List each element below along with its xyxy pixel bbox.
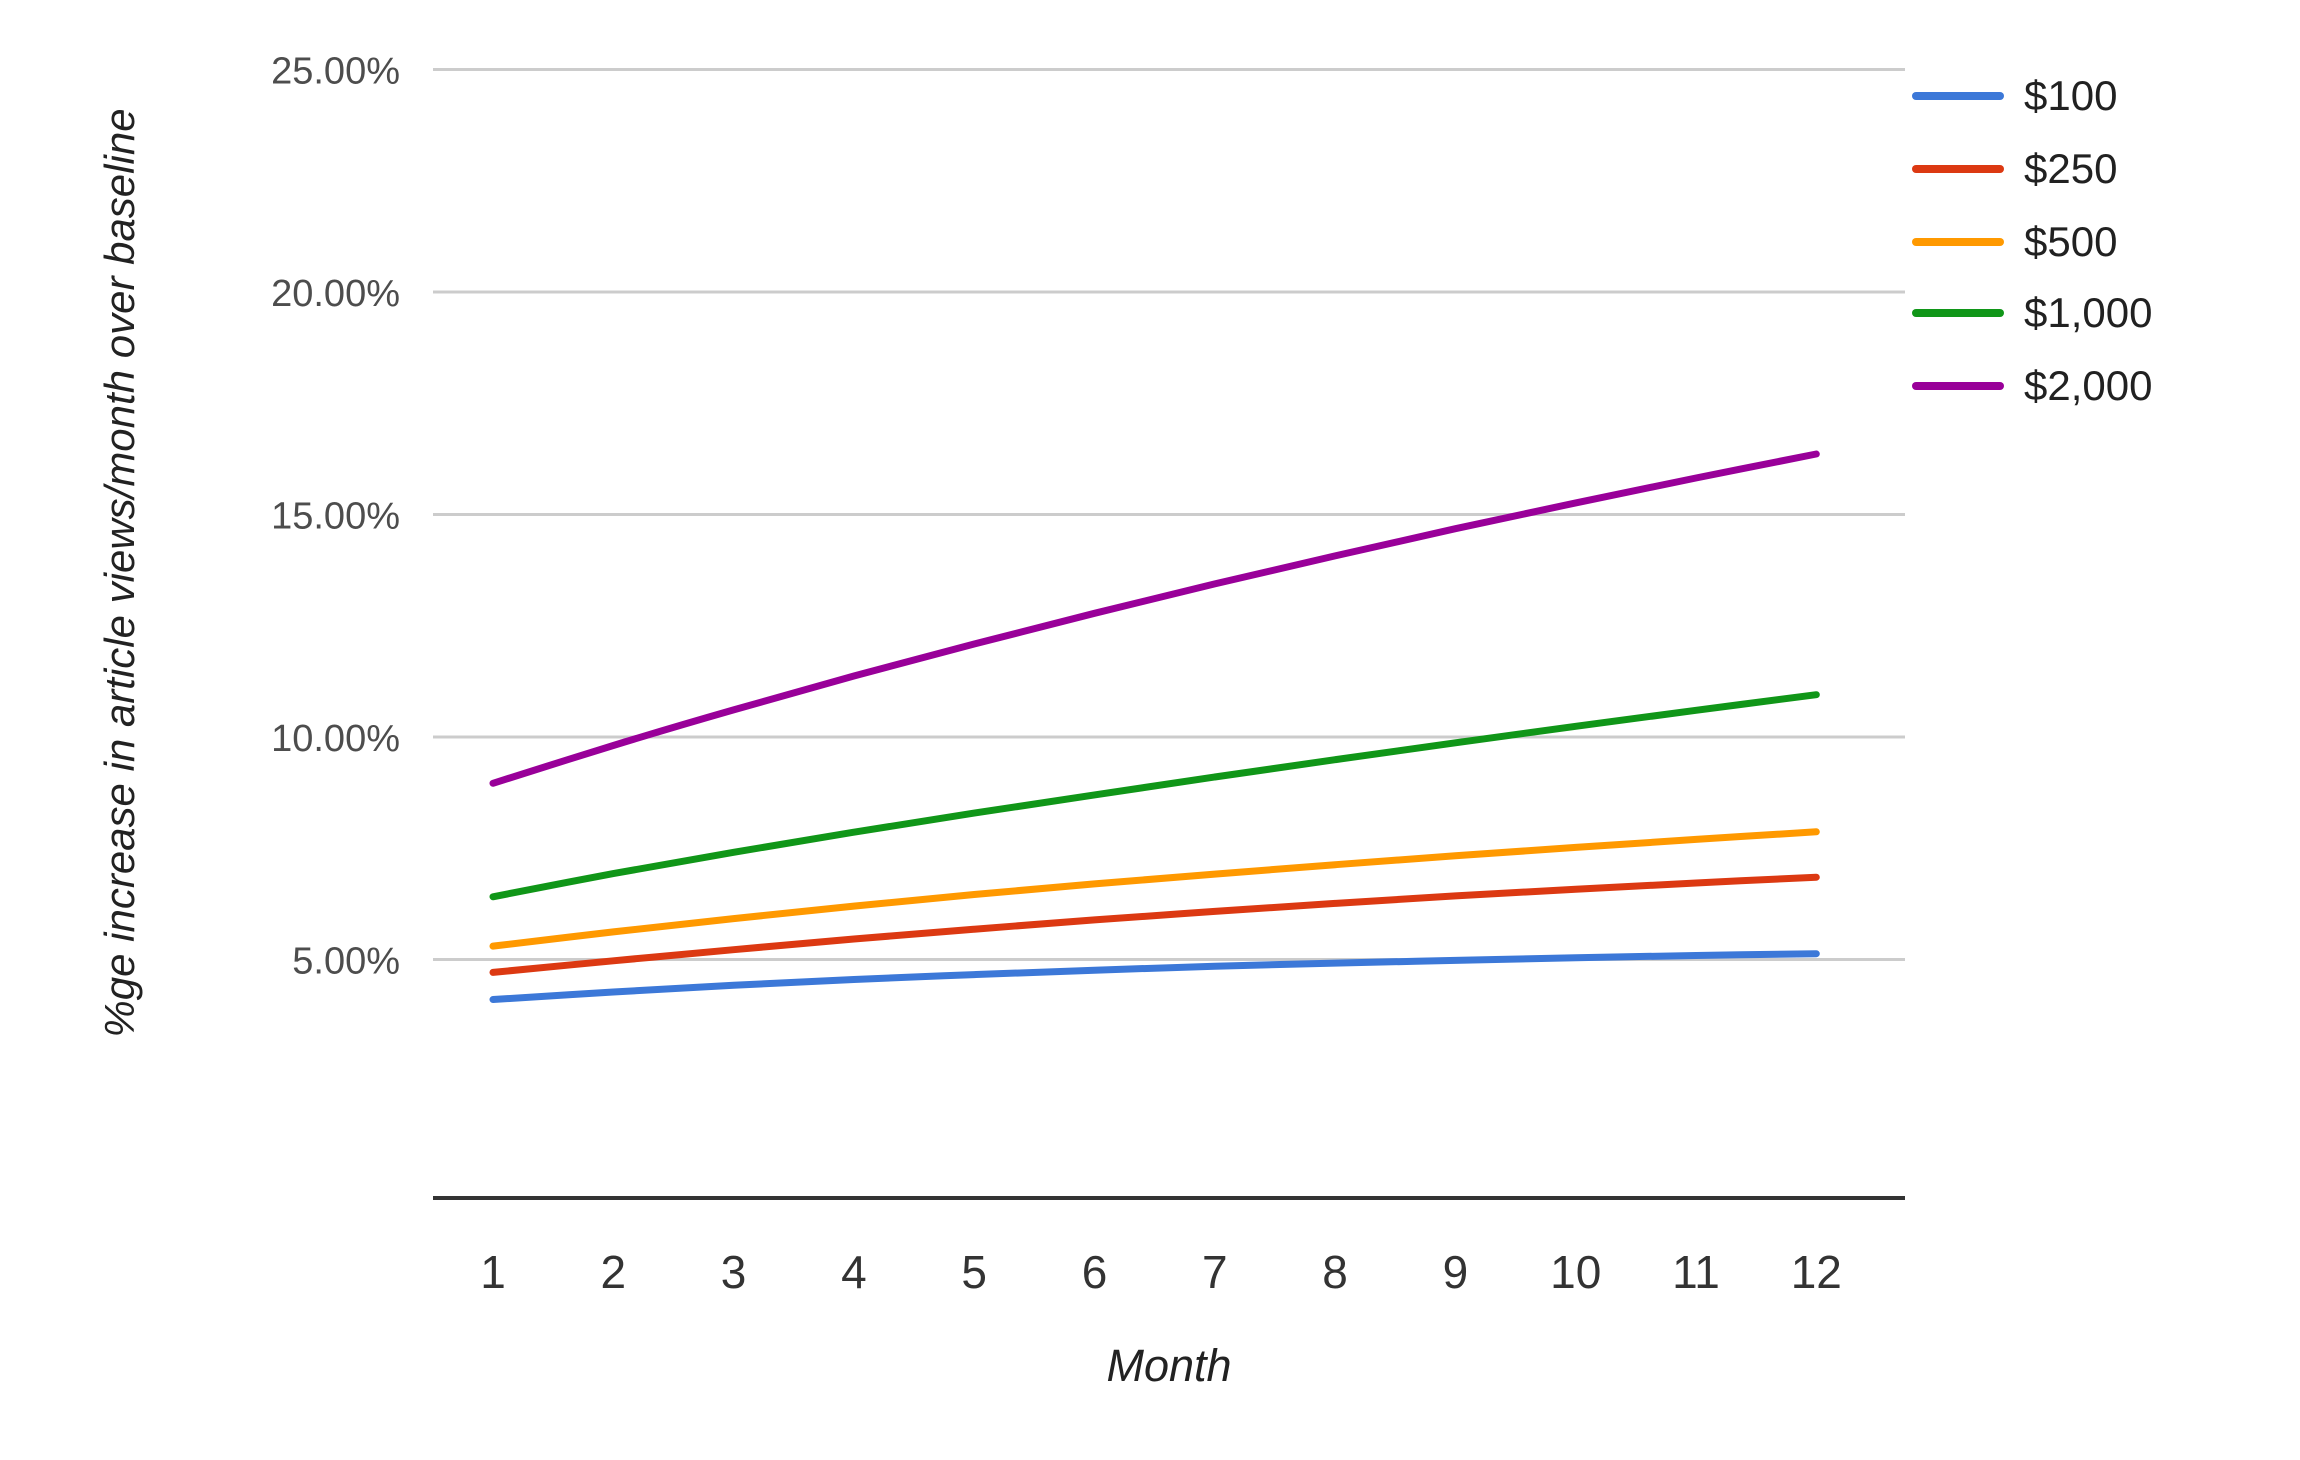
legend-label: $100 bbox=[2024, 72, 2118, 119]
x-tick-label: 8 bbox=[1322, 1246, 1348, 1298]
legend-swatch bbox=[1912, 238, 2004, 246]
legend-swatch bbox=[1912, 165, 2004, 173]
x-tick-label: 1 bbox=[480, 1246, 506, 1298]
y-tick-label: 20.00% bbox=[271, 273, 400, 315]
y-tick-label: 25.00% bbox=[271, 51, 400, 93]
legend-item-100: $100 bbox=[1912, 72, 2118, 119]
series-line-2000 bbox=[489, 450, 1820, 787]
y-axis-title: %ge increase in article views/month over… bbox=[96, 108, 143, 1038]
legend-swatch bbox=[1912, 382, 2004, 390]
x-tick-label: 11 bbox=[1672, 1246, 1720, 1298]
x-tick-label: 5 bbox=[961, 1246, 987, 1298]
legend-label: $500 bbox=[2024, 218, 2118, 265]
y-tick-label: 10.00% bbox=[271, 718, 400, 760]
x-tick-label: 12 bbox=[1791, 1246, 1842, 1298]
x-tick-label: 10 bbox=[1550, 1246, 1601, 1298]
x-tick-label: 3 bbox=[721, 1246, 747, 1298]
x-axis-title: Month bbox=[1106, 1340, 1232, 1391]
x-tick-label: 4 bbox=[841, 1246, 867, 1298]
legend-label: $1,000 bbox=[2024, 289, 2153, 336]
x-tick-label: 2 bbox=[601, 1246, 627, 1298]
series-line-1000 bbox=[489, 691, 1820, 901]
y-tick-label: 5.00% bbox=[292, 941, 400, 983]
legend-label: $250 bbox=[2024, 145, 2118, 192]
legend-item-1000: $1,000 bbox=[1912, 289, 2153, 336]
legend-swatch bbox=[1912, 92, 2004, 100]
x-tick-label: 9 bbox=[1443, 1246, 1469, 1298]
legend-item-250: $250 bbox=[1912, 145, 2118, 192]
y-tick-label: 15.00% bbox=[271, 496, 400, 538]
legend-swatch bbox=[1912, 309, 2004, 317]
series-line-100 bbox=[489, 950, 1820, 1004]
series-line-500 bbox=[489, 828, 1820, 950]
x-tick-label: 6 bbox=[1082, 1246, 1108, 1298]
x-tick-label: 7 bbox=[1202, 1246, 1228, 1298]
series-line-250 bbox=[489, 873, 1820, 976]
legend-label: $2,000 bbox=[2024, 362, 2153, 409]
legend-item-2000: $2,000 bbox=[1912, 362, 2153, 409]
legend-item-500: $500 bbox=[1912, 218, 2118, 265]
